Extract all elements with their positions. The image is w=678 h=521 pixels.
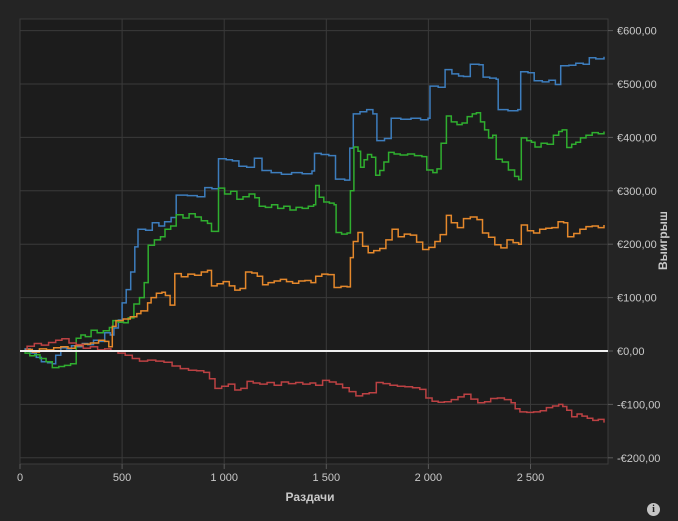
y-tick-label: -€200,00 [617,453,660,465]
x-tick-label: 500 [113,472,131,484]
series-line-green [20,112,605,369]
series-line-blue [20,56,605,365]
y-tick-label: €600,00 [617,26,657,38]
y-tick-label: €300,00 [617,186,657,198]
y-axis-title: Выигрыш [656,211,670,270]
x-tick-label: 1 500 [313,472,341,484]
plot-frame [19,18,609,465]
plot-area [20,19,608,464]
y-tick-label: €0,00 [617,346,645,358]
y-tick-label: €200,00 [617,239,657,251]
y-tick-label: €400,00 [617,132,657,144]
series-line-orange [20,214,605,353]
x-tick-label: 2 000 [415,472,443,484]
series-line-red [20,337,605,423]
y-tick-label: €100,00 [617,293,657,305]
x-axis-title: Раздачи [285,490,335,504]
info-icon[interactable]: i [647,503,660,516]
x-tick-label: 0 [17,472,23,484]
x-tick-label: 2 500 [517,472,545,484]
y-tick-label: -€100,00 [617,399,660,411]
y-tick-label: €500,00 [617,79,657,91]
x-tick-label: 1 000 [210,472,238,484]
